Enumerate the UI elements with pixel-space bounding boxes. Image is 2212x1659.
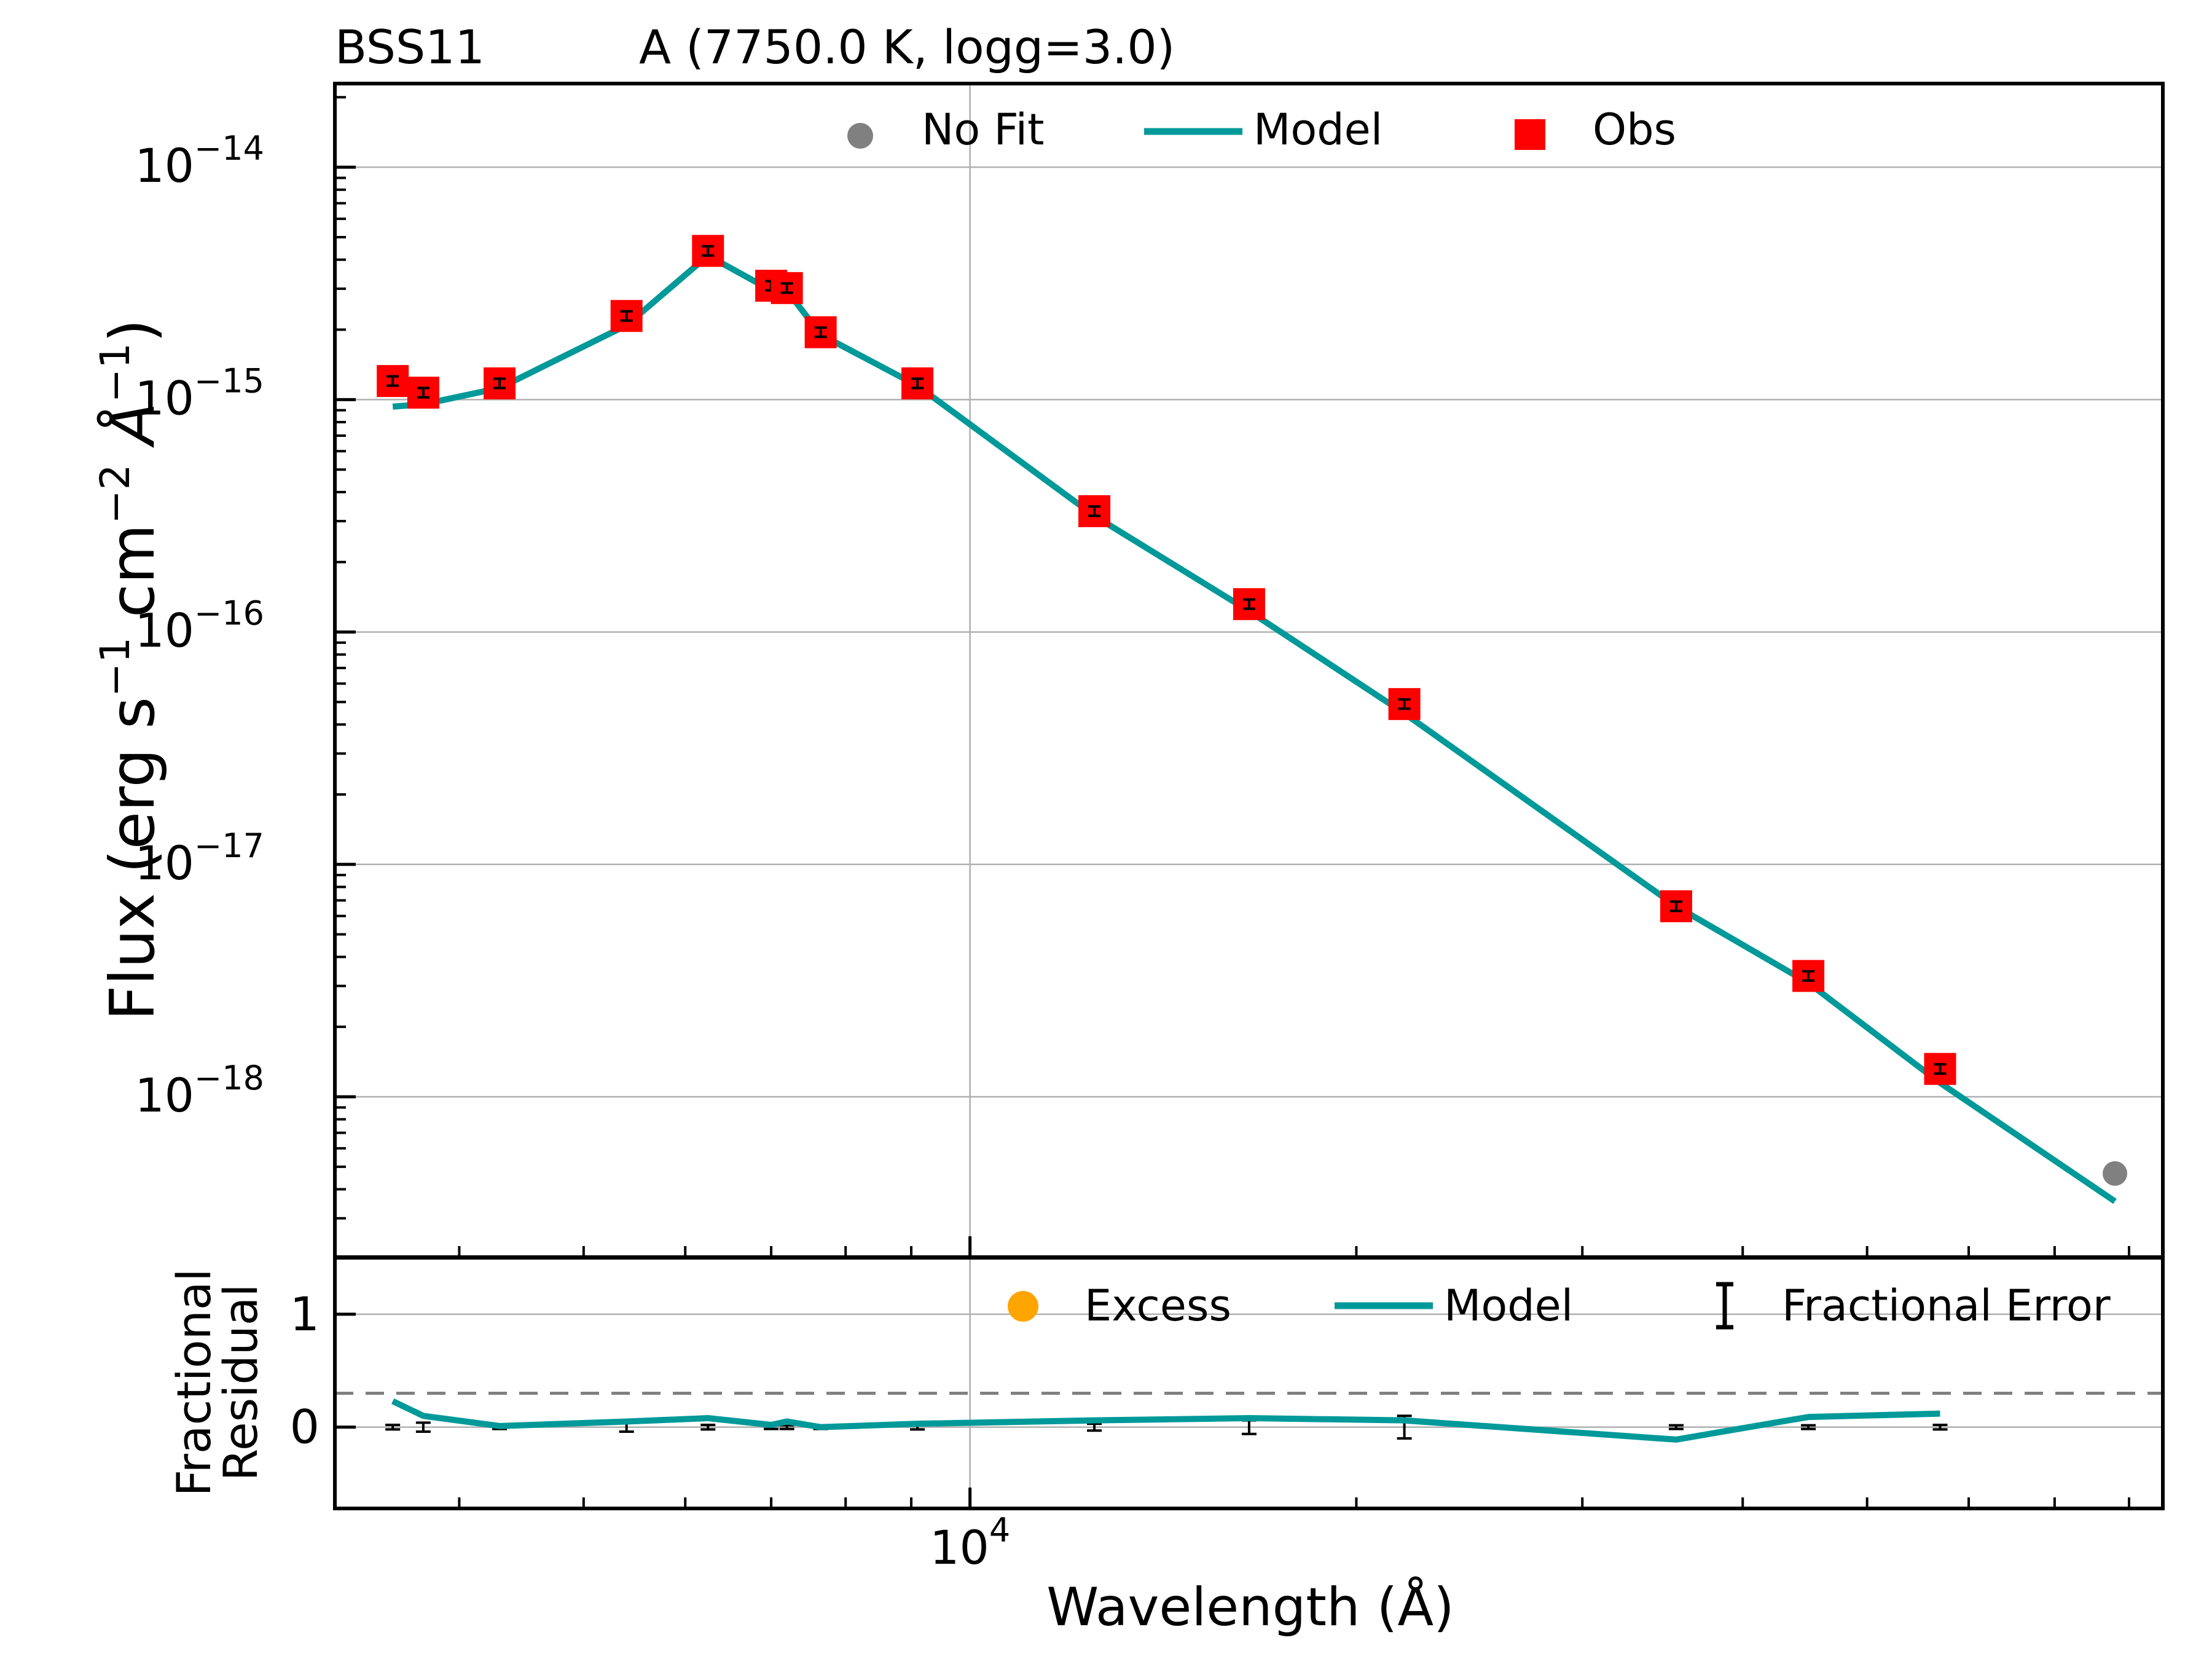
main-ytick-label-3: 10−17	[135, 826, 264, 890]
res-ytick-label-1: 0	[290, 1400, 320, 1454]
main-model-line	[392, 252, 2117, 1204]
main-ytick-label-2: 10−16	[135, 594, 264, 658]
res-ytick-label-0: 1	[290, 1287, 320, 1341]
main-y-ticks: 10−14 10−15 10−16 10−17 10−18	[135, 96, 356, 1220]
residual-y-axis-label-line2: Residual	[213, 1284, 268, 1481]
legend-obs-marker	[1515, 119, 1545, 150]
res-model-line	[391, 1398, 1940, 1443]
main-nofit-series	[2103, 1161, 2128, 1186]
legend-error-label: Fractional Error	[1782, 1281, 2111, 1331]
main-y-axis-label: Flux (erg s−1 cm−2 Å−1)	[92, 319, 168, 1021]
residual-plot-frame	[333, 1256, 2165, 1510]
nofit-point	[2103, 1161, 2128, 1186]
residual-y-ticks: 10	[290, 1287, 356, 1454]
residual-y-axis-label-line1: Fractional	[167, 1268, 221, 1496]
legend-nofit-marker	[847, 123, 873, 149]
residual-model-series	[391, 1398, 1940, 1443]
main-gridlines	[335, 84, 2163, 1257]
x-tick-label-1e4: 104	[930, 1511, 1010, 1575]
main-obs-series	[377, 235, 1956, 1085]
legend-excess-marker	[1008, 1291, 1038, 1322]
legend-nofit-label: No Fit	[922, 104, 1045, 155]
legend-res-model-label: Model	[1444, 1281, 1573, 1331]
chart-title-model: A (7750.0 K, logg=3.0)	[639, 20, 1175, 74]
main-ytick-label-4: 10−18	[135, 1059, 264, 1123]
legend-model-label: Model	[1253, 104, 1382, 155]
main-plot-frame	[333, 82, 2165, 1259]
legend-error-marker	[1716, 1282, 1733, 1330]
residual-legend: Excess Model Fractional Error	[1008, 1281, 2111, 1331]
legend-excess-label: Excess	[1084, 1281, 1231, 1331]
x-axis-label: Wavelength (Å)	[1046, 1576, 1454, 1638]
main-ytick-label-1: 10−15	[135, 361, 264, 425]
main-x-ticks	[458, 1236, 2131, 1257]
legend-obs-label: Obs	[1593, 104, 1676, 155]
main-model-series	[392, 252, 2117, 1204]
main-legend: No Fit Model Obs	[847, 104, 1676, 155]
chart-title-object: BSS11	[335, 20, 485, 74]
main-ytick-label-0: 10−14	[135, 129, 264, 193]
residual-x-ticks: 104	[458, 1488, 2131, 1575]
